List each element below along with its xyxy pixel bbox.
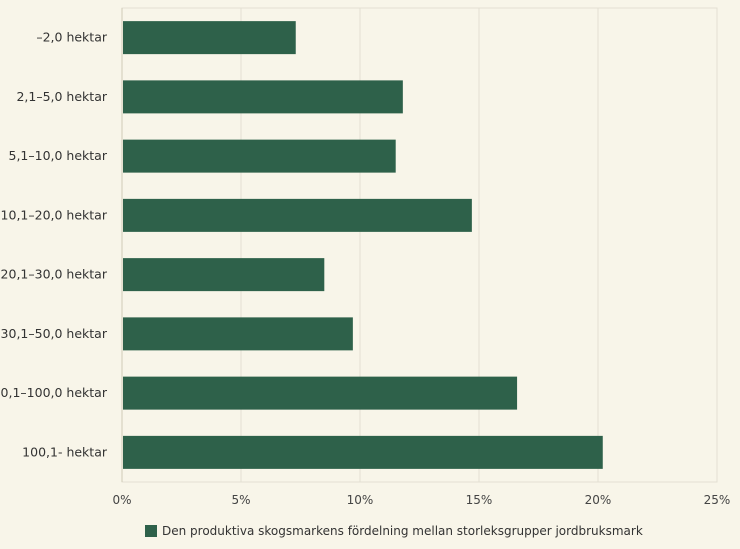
x-tick-label: 0% — [112, 493, 131, 507]
legend-swatch — [145, 525, 157, 537]
category-label: –2,0 hektar — [36, 30, 108, 45]
bar[interactable] — [123, 139, 396, 173]
bar[interactable] — [123, 317, 353, 351]
category-label: 50,1–100,0 hektar — [0, 385, 108, 400]
category-label: 2,1–5,0 hektar — [16, 89, 107, 104]
x-tick-label: 15% — [466, 493, 493, 507]
bar[interactable] — [123, 80, 403, 114]
plot-frame — [121, 7, 718, 483]
x-tick-label: 25% — [704, 493, 731, 507]
category-label: 30,1–50,0 hektar — [1, 326, 108, 341]
bar[interactable] — [123, 198, 472, 232]
legend-label: Den produktiva skogsmarkens fördelning m… — [162, 524, 643, 538]
legend[interactable]: Den produktiva skogsmarkens fördelning m… — [145, 524, 643, 538]
x-tick-label: 5% — [231, 493, 250, 507]
x-tick-label: 20% — [585, 493, 612, 507]
category-label: 10,1–20,0 hektar — [1, 207, 108, 222]
category-label: 20,1–30,0 hektar — [1, 267, 108, 282]
category-label: 100,1- hektar — [22, 444, 108, 459]
bar[interactable] — [123, 376, 518, 410]
category-label: 5,1–10,0 hektar — [9, 148, 108, 163]
bar[interactable] — [123, 21, 296, 55]
bar[interactable] — [123, 435, 603, 469]
x-tick-label: 10% — [347, 493, 374, 507]
bar[interactable] — [123, 258, 325, 292]
